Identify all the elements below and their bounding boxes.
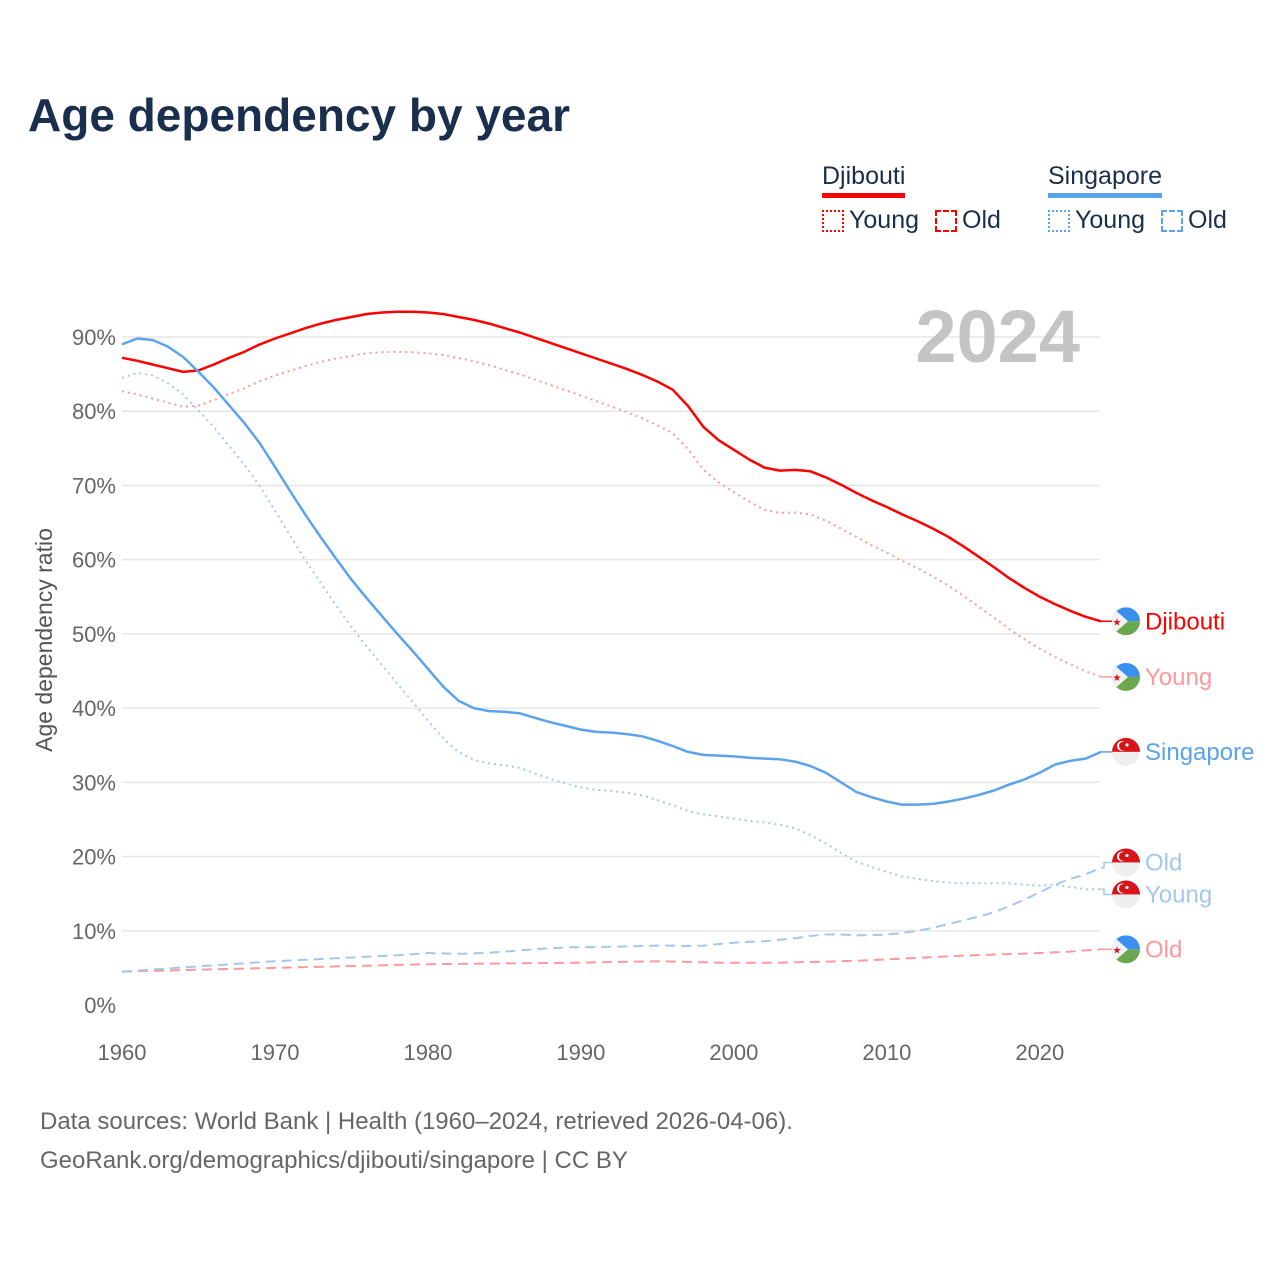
x-tick-label: 1990 [556, 1040, 605, 1065]
end-label-text: Singapore [1145, 739, 1254, 766]
djibouti-flag-icon: ★ [1112, 935, 1140, 964]
end-label-djibouti-old: ★ Old [1101, 935, 1182, 964]
end-label-text: Old [1145, 849, 1182, 876]
legend-label: Old [962, 206, 1001, 234]
series-line-singapore-old [121, 866, 1102, 973]
end-label-text: Young [1145, 664, 1212, 691]
svg-text:★: ★ [1113, 617, 1122, 628]
legend-item-djibouti-old[interactable]: Old [935, 206, 1001, 235]
legend-item-djibouti-young[interactable]: Young [822, 206, 919, 235]
legend-item-singapore-old[interactable]: Old [1161, 206, 1227, 235]
chart-title: Age dependency by year [28, 89, 570, 141]
end-label-singapore: Singapore [1101, 737, 1254, 766]
end-label-text: Djibouti [1145, 608, 1225, 635]
series-lines [121, 310, 1102, 973]
y-tick-label: 20% [72, 845, 116, 870]
series-line-djibouti [121, 310, 1102, 623]
djibouti-flag-icon: ★ [1112, 607, 1140, 636]
dashed-swatch-icon [1161, 209, 1183, 232]
gridlines [122, 336, 1100, 932]
attribution-link[interactable]: GeoRank.org/demographics/djibouti/singap… [40, 1147, 628, 1174]
leader-line [1101, 861, 1112, 869]
end-label-singapore-old: Old [1101, 848, 1182, 877]
legend-country-singapore: Singapore [1048, 162, 1162, 198]
dotted-swatch-icon [822, 209, 844, 232]
x-tick-label: 1960 [98, 1040, 147, 1065]
end-label-djibouti-young: ★ Young [1101, 662, 1212, 691]
end-label-djibouti: ★ Djibouti [1101, 607, 1225, 636]
legend-djibouti: Djibouti Young Old [822, 162, 1001, 235]
end-label-text: Young [1145, 881, 1212, 908]
y-tick-label: 70% [72, 473, 116, 498]
x-tick-label: 2010 [862, 1040, 911, 1065]
end-labels: ★ Djibouti ★ Young ★ Old Singapore Young Old [1101, 607, 1254, 964]
series-line-djibouti-young [121, 350, 1102, 678]
y-tick-label: 40% [72, 696, 116, 721]
end-label-singapore-young: Young [1101, 880, 1212, 909]
end-label-text: Old [1145, 936, 1182, 963]
legend-item-singapore-young[interactable]: Young [1048, 206, 1145, 235]
current-year-label: 2024 [915, 295, 1080, 378]
y-tick-label: 10% [72, 919, 116, 944]
legend-singapore: Singapore Young Old [1048, 162, 1227, 235]
singapore-flag-icon [1112, 880, 1140, 909]
legend-label: Old [1188, 206, 1227, 234]
svg-text:★: ★ [1113, 673, 1122, 684]
legend-country-djibouti: Djibouti [822, 162, 906, 198]
x-tick-label: 1980 [403, 1040, 452, 1065]
leader-line [1101, 888, 1112, 896]
y-tick-label: 0% [84, 993, 116, 1018]
y-tick-label: 90% [72, 325, 116, 350]
legend-label: Young [1075, 206, 1145, 234]
legend-label: Young [849, 206, 919, 234]
x-tick-label: 2000 [709, 1040, 758, 1065]
series-line-singapore [121, 337, 1102, 806]
singapore-flag-icon [1112, 737, 1140, 766]
y-axis-ticks: 0% 10% 20% 30% 40% 50% 60% 70% 80% 90% [72, 325, 116, 1018]
x-axis-ticks: 1960 1970 1980 1990 2000 2010 2020 [98, 1040, 1065, 1065]
y-tick-label: 50% [72, 622, 116, 647]
x-tick-label: 2020 [1015, 1040, 1064, 1065]
y-tick-label: 60% [72, 548, 116, 573]
series-line-singapore-young [121, 371, 1101, 891]
source-line: Data sources: World Bank | Health (1960–… [40, 1108, 793, 1135]
dashed-swatch-icon [935, 209, 957, 232]
djibouti-flag-icon: ★ [1112, 662, 1140, 691]
y-tick-label: 80% [72, 399, 116, 424]
x-tick-label: 1970 [250, 1040, 299, 1065]
singapore-flag-icon [1112, 848, 1140, 877]
svg-text:★: ★ [1113, 945, 1122, 956]
y-axis-label: Age dependency ratio [31, 528, 57, 752]
dotted-swatch-icon [1048, 209, 1070, 232]
y-tick-label: 30% [72, 770, 116, 795]
series-line-djibouti-old [121, 948, 1102, 973]
